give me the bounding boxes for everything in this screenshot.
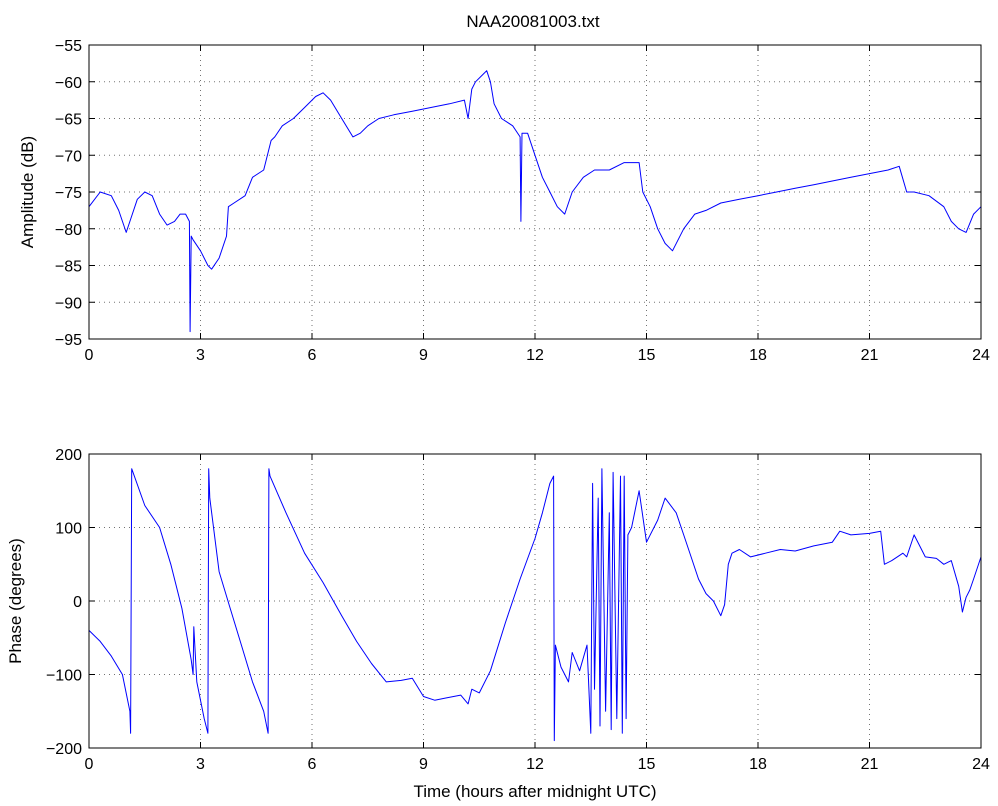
amplitude-y-tick-label: −70 bbox=[55, 148, 82, 165]
phase-x-tick-label: 3 bbox=[196, 756, 205, 773]
phase-x-tick-label: 12 bbox=[526, 756, 544, 773]
phase-x-tick-label: 18 bbox=[749, 756, 767, 773]
figure-title: NAA20081003.txt bbox=[466, 12, 600, 31]
phase-x-tick-label: 24 bbox=[972, 756, 990, 773]
amplitude-y-tick-label: −80 bbox=[55, 222, 82, 239]
amplitude-y-tick-label: −90 bbox=[55, 295, 82, 312]
phase-y-tick-label: 200 bbox=[55, 447, 82, 464]
phase-series-line bbox=[88, 468, 982, 742]
amplitude-x-tick-label: 15 bbox=[638, 347, 656, 364]
phase-x-tick-label: 9 bbox=[419, 756, 428, 773]
amplitude-y-tick-label: −95 bbox=[55, 332, 82, 349]
amplitude-x-tick-label: 0 bbox=[85, 347, 94, 364]
amplitude-x-tick-label: 21 bbox=[861, 347, 879, 364]
amplitude-y-tick-label: −60 bbox=[55, 75, 82, 92]
amplitude-x-tick-label: 3 bbox=[196, 347, 205, 364]
phase-x-tick-label: 0 bbox=[85, 756, 94, 773]
amplitude-x-tick-label: 12 bbox=[526, 347, 544, 364]
phase-x-tick-label: 21 bbox=[861, 756, 879, 773]
amplitude-y-tick-label: −75 bbox=[55, 185, 82, 202]
phase-plot: 0 3 6 9 12 15 18 21 24 −200 −100 0 100 200 Phase (degr… bbox=[6, 447, 990, 801]
amplitude-x-tick-label: 6 bbox=[308, 347, 317, 364]
phase-x-tick-label: 15 bbox=[638, 756, 656, 773]
amplitude-x-tick-label: 18 bbox=[749, 347, 767, 364]
phase-x-tick-label: 6 bbox=[308, 756, 317, 773]
amplitude-y-tick-label: −85 bbox=[55, 259, 82, 276]
phase-y-axis-label: Phase (degrees) bbox=[6, 538, 25, 664]
phase-y-tick-label: −100 bbox=[46, 668, 82, 685]
amplitude-series-line bbox=[88, 70, 982, 333]
amplitude-y-tick-label: −65 bbox=[55, 112, 82, 129]
amplitude-y-tick-label: −55 bbox=[55, 38, 82, 55]
phase-y-tick-label: 0 bbox=[73, 594, 82, 611]
phase-y-tick-label: 100 bbox=[55, 521, 82, 538]
phase-x-axis-label: Time (hours after midnight UTC) bbox=[413, 782, 656, 801]
amplitude-y-axis-label: Amplitude (dB) bbox=[18, 136, 37, 248]
amplitude-plot: 0 3 6 9 12 15 18 21 24 −95 −90 −85 −80 −75 −70 −65 −60 −5… bbox=[18, 38, 990, 364]
amplitude-x-tick-label: 9 bbox=[419, 347, 428, 364]
amplitude-x-tick-label: 24 bbox=[972, 347, 990, 364]
phase-y-tick-label: −200 bbox=[46, 741, 82, 758]
